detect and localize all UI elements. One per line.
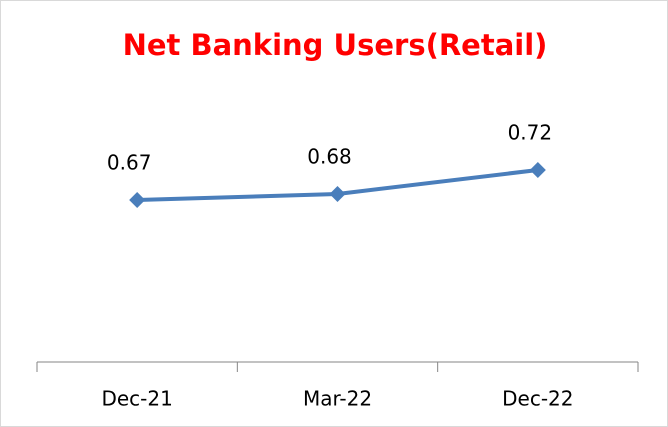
x-tick-label: Dec-21 bbox=[101, 387, 172, 411]
data-label: 0.68 bbox=[307, 145, 352, 169]
data-point bbox=[129, 192, 146, 208]
data-point bbox=[529, 162, 546, 178]
chart-title: Net Banking Users(Retail) bbox=[123, 28, 548, 62]
data-label: 0.72 bbox=[508, 121, 553, 145]
data-point bbox=[329, 186, 346, 202]
data-label: 0.67 bbox=[107, 151, 152, 175]
x-tick-label: Dec-22 bbox=[502, 387, 573, 411]
x-tick-label: Mar-22 bbox=[303, 387, 372, 411]
